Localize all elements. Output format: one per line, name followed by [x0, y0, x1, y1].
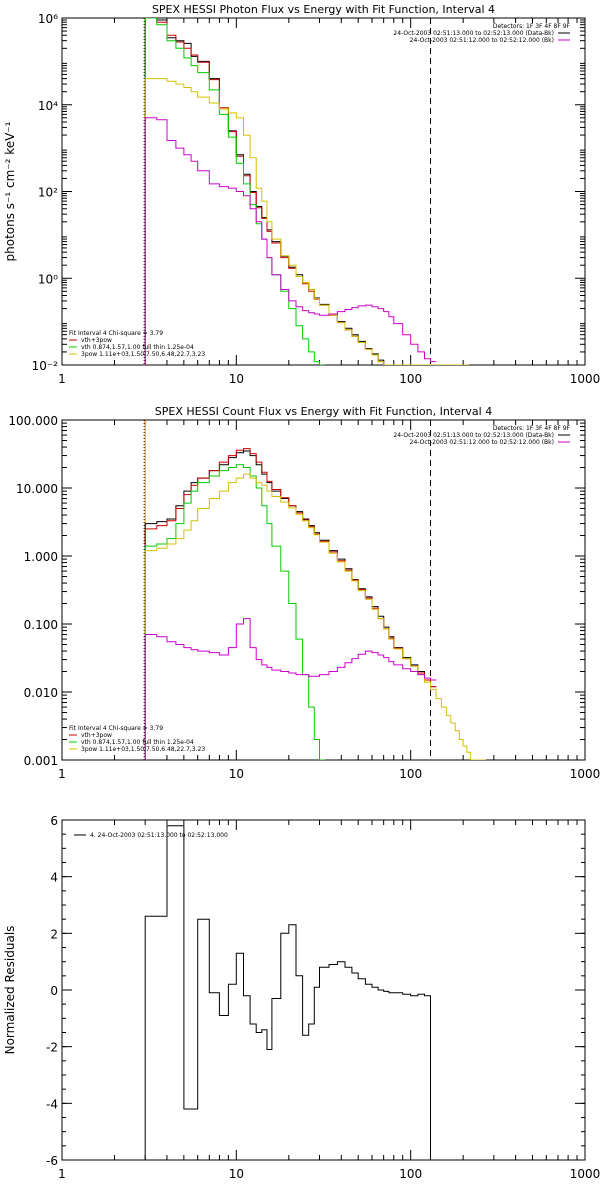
plot-area [143, 420, 486, 760]
fit-legend-label: vth+3pow [81, 732, 112, 739]
chart-panel-3: Normalized Residuals 1 10 100 1000 -6 -4 -2 0 2 4 6… [3, 814, 600, 1181]
plot-frame [61, 819, 586, 1161]
fit-legend-header: Fit Interval 4 Chi-square = 3.79 [69, 725, 163, 732]
y-tick-label: 0.100 [24, 618, 58, 632]
series-line-2 [144, 448, 437, 760]
fit-legend-label: vth 0.874,1.57,1.00 full thin 1.25e-04 [81, 739, 194, 746]
legend-label: 4. 24-Oct-2003 02:51:13.000 to 02:52:13.… [90, 832, 228, 839]
y-tick-label: 4 [50, 871, 58, 885]
series-line-5 [144, 117, 437, 365]
y-axis-label: photons s⁻¹ cm⁻² keV⁻¹ [3, 121, 17, 261]
chart-title: SPEX HESSI Count Flux vs Energy with Fit… [155, 405, 492, 418]
series-line-1 [144, 825, 431, 1160]
legend-label: 24-Oct-2003 02:51:12.000 to 02:52:12.000… [410, 37, 554, 44]
x-tick-label: 10 [229, 767, 244, 781]
x-tick-label: 10 [229, 1167, 244, 1181]
x-tick-label: 100 [399, 1167, 422, 1181]
x-tick-label: 1000 [570, 372, 600, 386]
legend-label: 24-Oct-2003 02:51:13.000 to 02:52:13.000… [393, 432, 554, 439]
y-tick-label: 10² [38, 186, 58, 200]
legend-header: Detectors: 1F 3F 4F 8F 9F [493, 23, 571, 30]
series-line-1 [144, 450, 437, 760]
x-tick-label: 1000 [570, 767, 600, 781]
series-line-4 [144, 473, 486, 760]
y-tick-label: 0.010 [24, 686, 58, 700]
series-line-2 [144, 18, 437, 365]
x-tick-label: 1000 [570, 1167, 600, 1181]
y-tick-label: 100.000 [8, 414, 58, 428]
series-line-3 [144, 18, 326, 365]
y-tick-label: -6 [46, 1154, 58, 1168]
fit-legend-label: vth 0.874,1.57,1.00 full thin 1.25e-04 [81, 344, 194, 351]
y-tick-label: -2 [46, 1041, 58, 1055]
chart-title: SPEX HESSI Photon Flux vs Energy with Fi… [152, 3, 495, 16]
x-tick-label: 1 [58, 1167, 66, 1181]
legend-header: Detectors: 1F 3F 4F 8F 9F [493, 425, 571, 432]
y-tick-label: 10⁻² [32, 359, 59, 373]
x-tick-label: 100 [399, 372, 422, 386]
series-line-3 [144, 464, 326, 760]
x-tick-label: 100 [399, 767, 422, 781]
fit-legend-header: Fit Interval 4 Chi-square = 3.79 [69, 330, 163, 337]
x-tick-label: 10 [229, 372, 244, 386]
x-tick-label: 1 [58, 372, 66, 386]
x-tick-label: 1 [58, 767, 66, 781]
y-tick-label: 10⁰ [38, 272, 58, 286]
series-line-5 [144, 618, 437, 760]
y-tick-label: 10.000 [16, 482, 58, 496]
fit-legend-label: 3pow 1.11e+03,1.50,7.50,6.48,22.7,3.23 [81, 351, 205, 358]
fit-legend-label: vth+3pow [81, 337, 112, 344]
plot-frame [61, 419, 586, 761]
plot-area [143, 18, 469, 365]
y-tick-label: 6 [50, 814, 58, 828]
y-axis-label: Normalized Residuals [3, 926, 17, 1055]
y-tick-label: -4 [46, 1097, 58, 1111]
series-line-1 [144, 18, 437, 365]
plot-area [144, 825, 431, 1160]
legend-label: 24-Oct-2003 02:51:12.000 to 02:52:12.000… [410, 439, 554, 446]
legend-label: 24-Oct-2003 02:51:13.000 to 02:52:13.000… [393, 30, 554, 37]
fit-legend-label: 3pow 1.11e+03,1.50,7.50,6.48,22.7,3.23 [81, 746, 205, 753]
series-line-4 [144, 78, 469, 365]
plot-frame [61, 17, 586, 366]
y-tick-label: 10⁶ [38, 12, 58, 26]
y-tick-label: 1.000 [24, 550, 58, 564]
y-tick-label: 2 [50, 927, 58, 941]
y-tick-label: 0.001 [24, 754, 58, 768]
chart-panel-1: SPEX HESSI Photon Flux vs Energy with Fi… [3, 3, 600, 386]
chart-panel-2: SPEX HESSI Count Flux vs Energy with Fit… [8, 405, 600, 781]
y-tick-label: 0 [50, 984, 58, 998]
y-tick-label: 10⁴ [38, 99, 58, 113]
